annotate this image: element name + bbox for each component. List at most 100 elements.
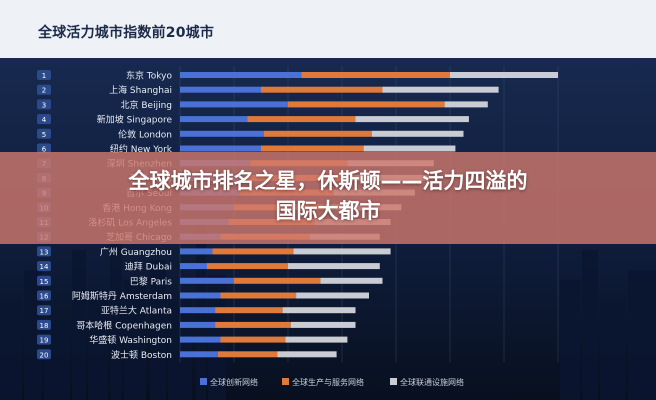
city-label: 亚特兰大 Atlanta [101,305,172,317]
rank-number: 4 [42,116,47,124]
bar-segment [290,321,356,328]
bar-segment [444,101,488,108]
chart-header [0,0,656,58]
rank-number: 17 [40,307,49,315]
rank-badge [37,70,51,80]
city-label: 华盛顿 Washington [89,334,172,346]
bar-segment [180,351,218,358]
rank-number: 13 [40,248,49,256]
city-label: 上海 Shanghai [109,84,172,96]
rank-badge [37,246,51,257]
rank-badge [37,305,51,316]
building-silhouette [44,320,70,400]
title-banner [0,152,656,244]
rank-number: 3 [42,101,46,109]
city-skyline-backdrop [0,220,656,400]
bar-segment [180,263,207,270]
city-label: 东京 Tokyo [126,70,173,82]
rank-badge [37,84,51,95]
bar-segment [207,263,288,270]
bar-segment [293,248,391,255]
rank-badge [37,349,51,360]
rank-badge [37,99,51,110]
rank-badge [37,143,51,154]
rank-badge [37,128,51,139]
bar-segment [288,263,380,270]
bar-segment [285,336,348,343]
bar-segment [382,86,499,93]
bar-segment [180,101,288,108]
bar-segment [301,72,450,78]
rank-number: 16 [40,293,49,301]
bar-segment [261,145,364,152]
bar-segment [180,336,221,343]
bar-segment [320,277,383,284]
bar-segment [180,116,248,123]
legend-label: 全球联通设施网络 [400,377,464,387]
rank-number: 1 [42,72,46,80]
building-silhouette [600,300,626,400]
bar-segment [220,292,297,299]
chart-legend: 全球创新网络 全球生产与服务网络 全球联通设施网络 [200,377,464,387]
rank-badge [37,290,51,301]
building-silhouette [124,280,146,400]
rank-number: 15 [40,278,49,286]
bar-segment [261,86,383,93]
building-silhouette [24,270,42,400]
bar-segment [263,130,372,137]
bar-segment [234,277,321,284]
legend-label: 全球创新网络 [210,377,258,387]
bar-segment [180,145,261,152]
building-silhouette [72,250,86,400]
bar-segment [180,86,261,93]
legend-swatch [390,378,397,385]
city-label: 迪拜 Dubai [125,261,172,273]
bar-segment [180,321,216,328]
rank-number: 2 [42,87,46,95]
building-silhouette [628,270,656,400]
city-label: 伦敦 London [118,128,172,140]
rank-number: 20 [40,351,49,359]
rank-badge [37,334,51,345]
building-silhouette [560,280,580,400]
city-label: 广州 Guangzhou [100,246,172,258]
city-label: 阿姆斯特丹 Amsterdam [72,290,172,302]
legend-swatch [200,378,207,385]
bar-segment [220,336,286,343]
city-label: 哥本哈根 Copenhagen [76,319,172,331]
bar-segment [247,116,356,123]
bar-segment [371,130,464,137]
banner-line-1: 全球城市排名之星，休斯顿——活力四溢的 [128,169,528,193]
banner-headline: 全球城市排名之星，休斯顿——活力四溢的 国际大都市 [0,166,656,226]
rank-number: 14 [40,263,49,271]
bar-segment [450,72,558,78]
bar-segment [288,101,445,108]
bar-segment [180,307,216,314]
bar-segment [277,351,337,358]
bar-segment [215,307,283,314]
chart-title: 全球活力城市指数前20城市 [38,25,215,41]
bar-segment [180,130,264,137]
city-label: 巴黎 Paris [130,275,173,287]
bar-segment [180,292,221,299]
bar-segment [355,116,469,123]
rank-badge [37,114,51,125]
bar-segment [296,292,369,299]
building-silhouette [88,290,108,400]
banner-line-2: 国际大都市 [275,199,381,223]
rank-badge [37,261,51,272]
bar-segment [180,277,234,284]
rank-number: 19 [40,337,49,345]
bar-segment [180,248,213,255]
rank-number: 5 [42,131,46,139]
bar-segment [217,351,278,358]
bar-segment [363,145,456,152]
rank-number: 18 [40,322,49,330]
building-silhouette [150,260,166,400]
bar-segment [180,72,302,78]
bar-segment [282,307,356,314]
rank-badge [37,275,51,286]
building-silhouette [110,230,122,400]
building-silhouette [0,300,22,400]
city-label: 新加坡 Singapore [97,114,173,126]
